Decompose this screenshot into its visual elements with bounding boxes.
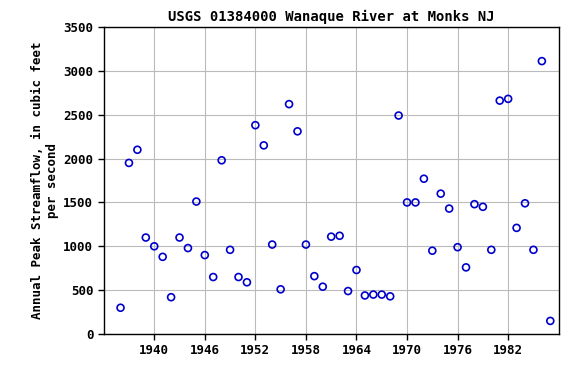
Point [403,199,412,205]
Point [116,305,125,311]
Point [428,248,437,254]
Point [343,288,353,294]
Point [419,175,429,182]
Y-axis label: Annual Peak Streamflow, in cubic feet
per second: Annual Peak Streamflow, in cubic feet pe… [31,42,59,319]
Point [478,204,487,210]
Point [200,252,210,258]
Point [470,201,479,207]
Point [385,293,395,300]
Point [192,199,201,205]
Point [369,291,378,298]
Point [301,242,310,248]
Point [166,294,176,300]
Point [276,286,285,292]
Point [537,58,547,64]
Point [445,205,454,212]
Point [520,200,529,206]
Point [183,245,192,251]
Point [225,247,234,253]
Point [158,254,167,260]
Point [352,267,361,273]
Point [293,128,302,134]
Point [234,274,243,280]
Title: USGS 01384000 Wanaque River at Monks NJ: USGS 01384000 Wanaque River at Monks NJ [168,10,495,24]
Point [327,233,336,240]
Point [141,235,150,241]
Point [150,243,159,249]
Point [545,318,555,324]
Point [217,157,226,163]
Point [133,147,142,153]
Point [394,113,403,119]
Point [285,101,294,107]
Point [242,279,252,285]
Point [461,264,471,270]
Point [361,292,370,298]
Point [310,273,319,279]
Point [335,233,344,239]
Point [529,247,538,253]
Point [251,122,260,128]
Point [503,96,513,102]
Point [512,225,521,231]
Point [124,160,134,166]
Point [436,190,445,197]
Point [377,291,386,298]
Point [175,235,184,241]
Point [487,247,496,253]
Point [453,244,462,250]
Point [259,142,268,149]
Point [411,199,420,205]
Point [209,274,218,280]
Point [495,98,505,104]
Point [318,284,327,290]
Point [268,242,277,248]
